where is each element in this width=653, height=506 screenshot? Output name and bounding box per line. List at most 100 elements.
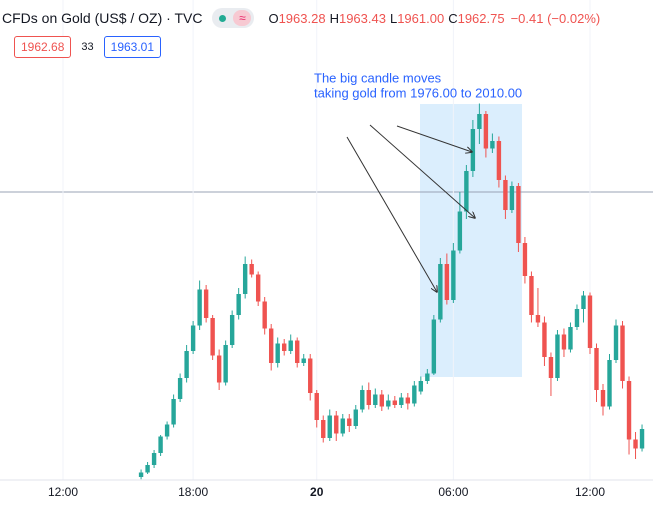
- candle-body: [203, 289, 209, 318]
- candle-body: [184, 351, 189, 378]
- ohlc-value: 1963.43: [338, 10, 386, 26]
- candle-body: [373, 394, 378, 405]
- x-tick-label: 12:00: [48, 485, 78, 499]
- candle-body: [496, 141, 502, 180]
- candle-body: [236, 294, 241, 315]
- candle-body: [327, 415, 332, 438]
- candle-body: [360, 390, 365, 410]
- candle-body: [255, 274, 261, 302]
- candle-body: [353, 409, 358, 426]
- candle-body: [334, 415, 339, 434]
- candle-body: [288, 340, 293, 351]
- candle-body: [366, 390, 371, 405]
- candle-body: [399, 397, 404, 405]
- arrow: [369, 124, 475, 218]
- candle-body: [282, 343, 287, 351]
- candle-body: [555, 334, 560, 378]
- candle-body: [639, 429, 645, 449]
- x-tick-label: 12:00: [575, 485, 605, 499]
- candle-body: [340, 418, 345, 434]
- plot: [62, 0, 645, 480]
- candle-body: [620, 325, 625, 381]
- candle-body: [535, 315, 541, 323]
- candle-body: [431, 319, 437, 374]
- candle-body: [268, 328, 274, 363]
- candle-body: [477, 114, 482, 129]
- annotation: The big candle moves: [314, 70, 442, 85]
- time-axis: [0, 480, 653, 506]
- candle-body: [392, 400, 398, 405]
- trade-row: 1962.68 33 1963.01: [14, 36, 162, 58]
- candle-body: [223, 345, 228, 383]
- candle-body: [190, 325, 196, 351]
- candle-body: [490, 141, 495, 149]
- candle-body: [438, 264, 443, 320]
- candle-body: [444, 264, 450, 300]
- ohlc-value: 1962.75: [457, 10, 505, 26]
- candle-body: [607, 360, 612, 407]
- candle-body: [587, 295, 593, 348]
- candle-body: [626, 381, 632, 440]
- candle-body: [229, 315, 235, 345]
- candle-body: [138, 472, 144, 477]
- candle-body: [561, 334, 567, 350]
- spread: 33: [81, 41, 94, 53]
- candle-body: [548, 357, 554, 378]
- candle-body: [379, 394, 384, 407]
- market-dot: [219, 14, 227, 22]
- candle-body: [542, 322, 547, 357]
- candle-body: [425, 373, 430, 381]
- candle-body: [483, 114, 489, 149]
- candle-body: [405, 397, 411, 404]
- candle-body: [613, 325, 619, 360]
- candle-body: [242, 264, 248, 294]
- ohlc: O1963.28 H1963.43 L1961.00 C1962.75: [264, 11, 504, 26]
- candle-body: [171, 399, 176, 425]
- candle-body: [210, 318, 215, 356]
- candle-body: [197, 289, 202, 326]
- candle-body: [503, 180, 508, 210]
- candle-body: [568, 327, 573, 350]
- symbol: CFDs on Gold (US$ / OZ) · TVC: [2, 10, 203, 26]
- candle-body: [418, 381, 424, 392]
- candle-body: [470, 129, 476, 171]
- candle-body: [216, 355, 222, 383]
- ohlc-label: H: [329, 10, 339, 26]
- change: −0.41 (−0.02%): [510, 10, 601, 26]
- candle-body: [386, 400, 391, 407]
- candle-body: [464, 171, 469, 212]
- ohlc-label: O: [268, 10, 279, 26]
- candle-body: [347, 418, 352, 426]
- candle-body: [151, 453, 157, 465]
- ohlc-label: C: [448, 10, 458, 26]
- status-pill[interactable]: ≈: [212, 8, 255, 28]
- candle-body: [321, 420, 326, 438]
- candle-body: [412, 385, 417, 404]
- candle-body: [158, 436, 163, 453]
- x-tick-label: 06:00: [438, 485, 468, 499]
- candle-body: [509, 186, 515, 210]
- candle-body: [262, 301, 267, 329]
- x-tick-label: 20: [310, 485, 324, 499]
- candle-body: [295, 340, 300, 363]
- candle-body: [594, 348, 599, 390]
- candle-body: [522, 243, 528, 276]
- candle-body: [451, 250, 456, 300]
- arrow: [396, 125, 472, 152]
- candle-body: [275, 343, 280, 363]
- arrow: [346, 136, 437, 292]
- candle-body: [249, 264, 254, 275]
- candle-body: [516, 186, 521, 243]
- candle-body: [314, 393, 319, 420]
- candle-body: [301, 358, 306, 363]
- candle-body: [457, 211, 463, 251]
- candle-body: [633, 439, 638, 449]
- x-tick-label: 18:00: [178, 485, 208, 499]
- sell-button[interactable]: 1962.68: [14, 36, 72, 58]
- candle-body: [177, 378, 183, 399]
- buy-button[interactable]: 1963.01: [103, 36, 162, 58]
- ohlc-label: L: [389, 10, 398, 26]
- candle-body: [600, 390, 606, 407]
